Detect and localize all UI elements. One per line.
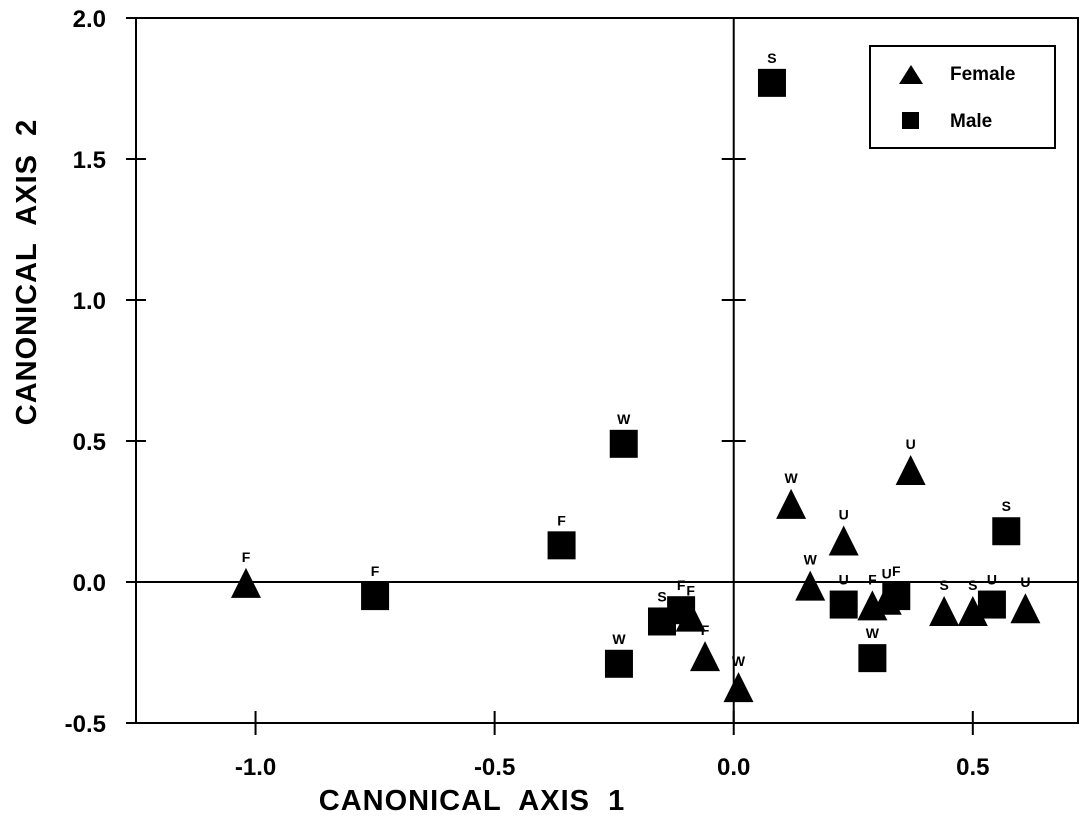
point-label: S bbox=[939, 577, 948, 593]
male-point bbox=[361, 582, 390, 611]
y-axis-ticks: -0.5 0.0 0.5 1.0 1.5 2.0 bbox=[65, 6, 746, 738]
female-point bbox=[828, 525, 859, 556]
female-point bbox=[895, 455, 926, 486]
point-label: F bbox=[892, 563, 901, 579]
male-point bbox=[882, 582, 911, 611]
point-label: W bbox=[612, 631, 626, 647]
y-tick-label: 1.0 bbox=[73, 288, 106, 315]
male-point bbox=[977, 590, 1006, 619]
plot-frame bbox=[135, 17, 1079, 724]
male-point bbox=[757, 68, 786, 97]
y-tick-label: 0.5 bbox=[73, 429, 106, 456]
male-point bbox=[609, 429, 638, 458]
point-label: W bbox=[804, 552, 818, 568]
point-label: U bbox=[882, 566, 892, 582]
point-label: F bbox=[701, 622, 710, 638]
male-point bbox=[992, 517, 1021, 546]
point-label: F bbox=[686, 583, 695, 599]
female-point bbox=[690, 641, 721, 672]
point-label: S bbox=[1002, 498, 1011, 514]
point-label: W bbox=[732, 653, 746, 669]
x-tick-label: -1.0 bbox=[235, 754, 276, 781]
y-tick-label: 0.0 bbox=[73, 570, 106, 597]
y-tick-label: 2.0 bbox=[73, 6, 106, 33]
x-axis-title: CANONICAL AXIS 1 bbox=[319, 785, 625, 817]
point-label: W bbox=[784, 470, 798, 486]
female-point bbox=[776, 488, 807, 519]
legend-square-icon bbox=[902, 112, 919, 129]
y-tick-label: -0.5 bbox=[65, 711, 106, 738]
female-point bbox=[230, 567, 261, 598]
legend-male-label: Male bbox=[950, 111, 992, 132]
legend-female-label: Female bbox=[950, 64, 1015, 85]
point-label: S bbox=[657, 588, 666, 604]
y-axis-title: CANONICAL AXIS 2 bbox=[11, 119, 43, 425]
female-point bbox=[929, 596, 960, 627]
point-label: F bbox=[868, 571, 877, 587]
female-point bbox=[795, 570, 826, 601]
point-label: U bbox=[987, 572, 997, 588]
point-label: F bbox=[242, 549, 251, 565]
male-point bbox=[547, 531, 576, 560]
x-tick-label: 0.5 bbox=[956, 754, 989, 781]
y-tick-label: 1.5 bbox=[73, 147, 106, 174]
male-point bbox=[858, 644, 887, 673]
point-label: W bbox=[617, 411, 631, 427]
x-tick-label: 0.0 bbox=[717, 754, 750, 781]
x-axis-ticks: -1.0 -0.5 0.0 0.5 bbox=[235, 711, 989, 781]
x-tick-label: -0.5 bbox=[474, 754, 515, 781]
male-point bbox=[604, 649, 633, 678]
legend: Female Male bbox=[869, 45, 1056, 149]
male-point bbox=[829, 590, 858, 619]
point-label: U bbox=[1020, 574, 1030, 590]
point-label: F bbox=[557, 512, 566, 528]
female-point bbox=[1010, 593, 1041, 624]
legend-triangle-icon bbox=[899, 65, 923, 84]
female-point bbox=[723, 672, 754, 703]
point-label: F bbox=[371, 563, 380, 579]
point-label: U bbox=[839, 572, 849, 588]
point-label: U bbox=[906, 436, 916, 452]
point-label: S bbox=[767, 50, 776, 66]
legend-box bbox=[869, 45, 1056, 149]
point-label: W bbox=[866, 625, 880, 641]
male-point bbox=[667, 596, 696, 625]
point-label: S bbox=[968, 577, 977, 593]
point-label: F bbox=[677, 577, 686, 593]
point-label: U bbox=[839, 507, 849, 523]
